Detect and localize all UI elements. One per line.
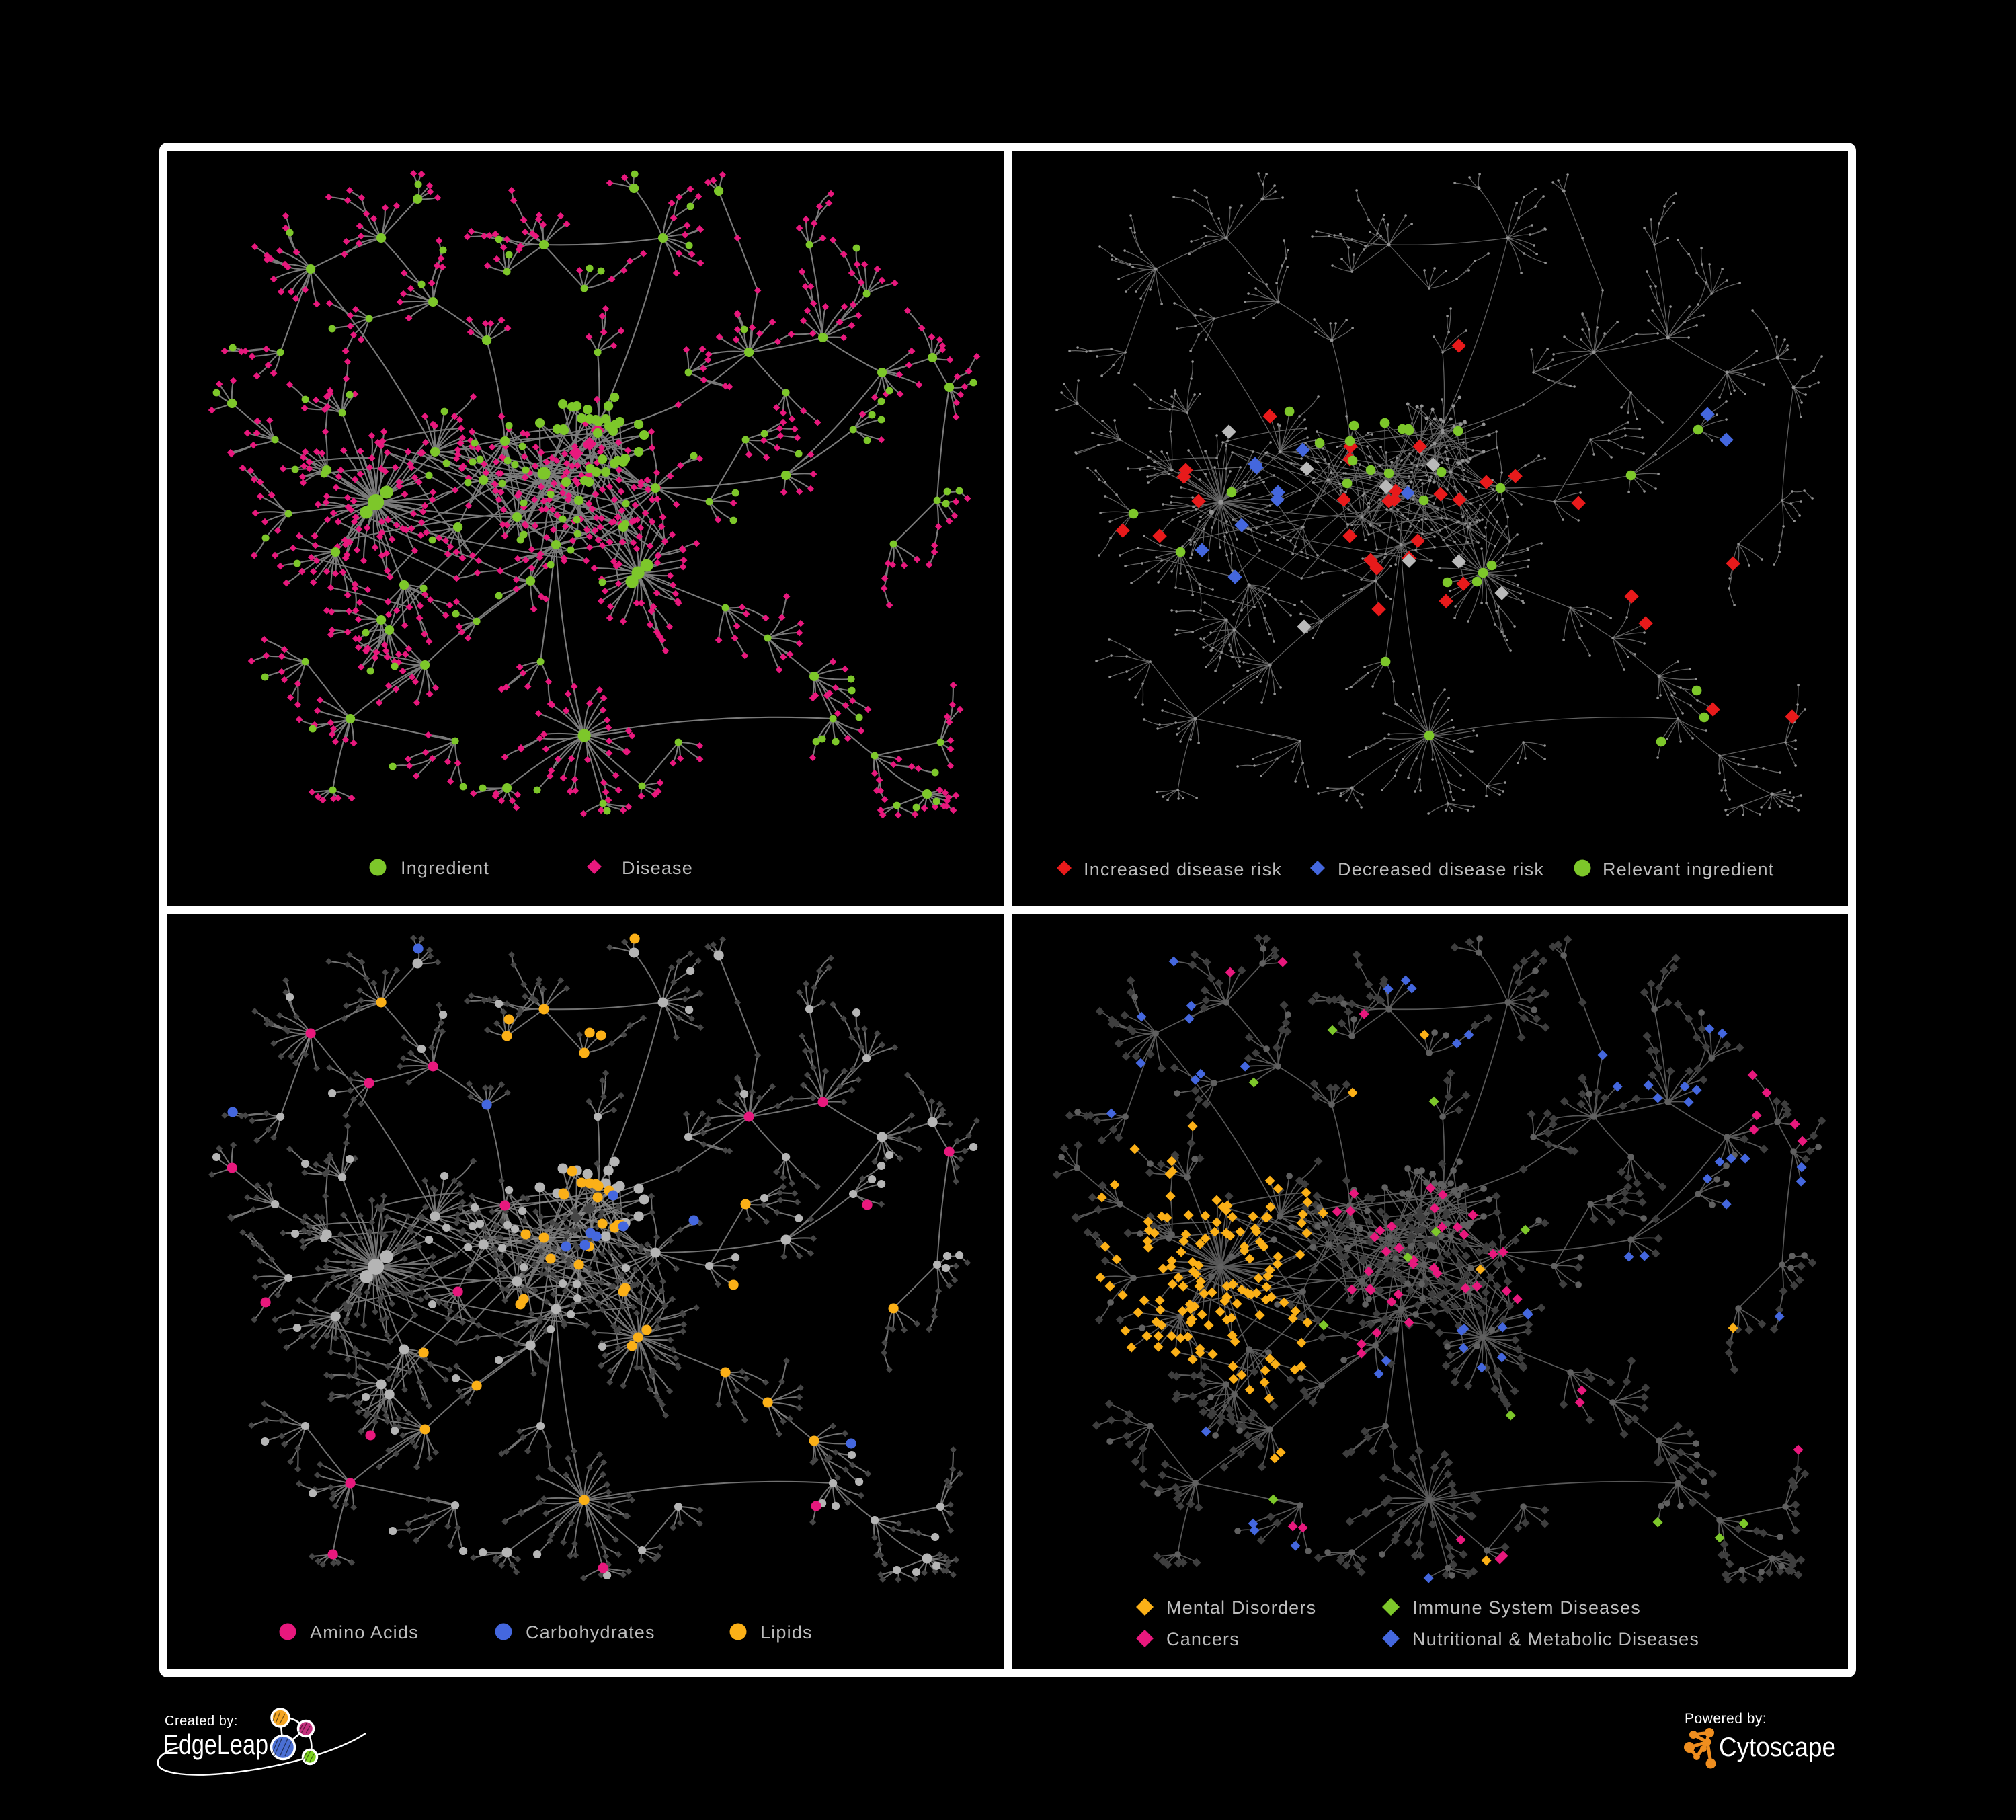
svg-text:Cancers: Cancers: [1166, 1629, 1240, 1649]
svg-text:Lipids: Lipids: [760, 1622, 813, 1643]
svg-text:Nutritional & Metabolic Diseas: Nutritional & Metabolic Diseases: [1412, 1629, 1699, 1649]
svg-text:Cytoscape: Cytoscape: [1719, 1733, 1836, 1762]
svg-text:Immune System Diseases: Immune System Diseases: [1412, 1597, 1641, 1618]
svg-text:EdgeLeap: EdgeLeap: [163, 1729, 268, 1760]
svg-text:Carbohydrates: Carbohydrates: [526, 1622, 655, 1643]
svg-text:Ingredient: Ingredient: [401, 858, 489, 878]
svg-text:Disease: Disease: [622, 858, 693, 878]
svg-text:Amino Acids: Amino Acids: [310, 1622, 419, 1643]
svg-text:Relevant ingredient: Relevant ingredient: [1603, 859, 1774, 879]
svg-text:Increased disease risk: Increased disease risk: [1084, 859, 1282, 879]
svg-text:Decreased disease risk: Decreased disease risk: [1338, 859, 1544, 879]
svg-text:Powered by:: Powered by:: [1685, 1711, 1767, 1727]
svg-text:Created by:: Created by:: [165, 1714, 238, 1729]
svg-text:Mental Disorders: Mental Disorders: [1166, 1597, 1316, 1618]
